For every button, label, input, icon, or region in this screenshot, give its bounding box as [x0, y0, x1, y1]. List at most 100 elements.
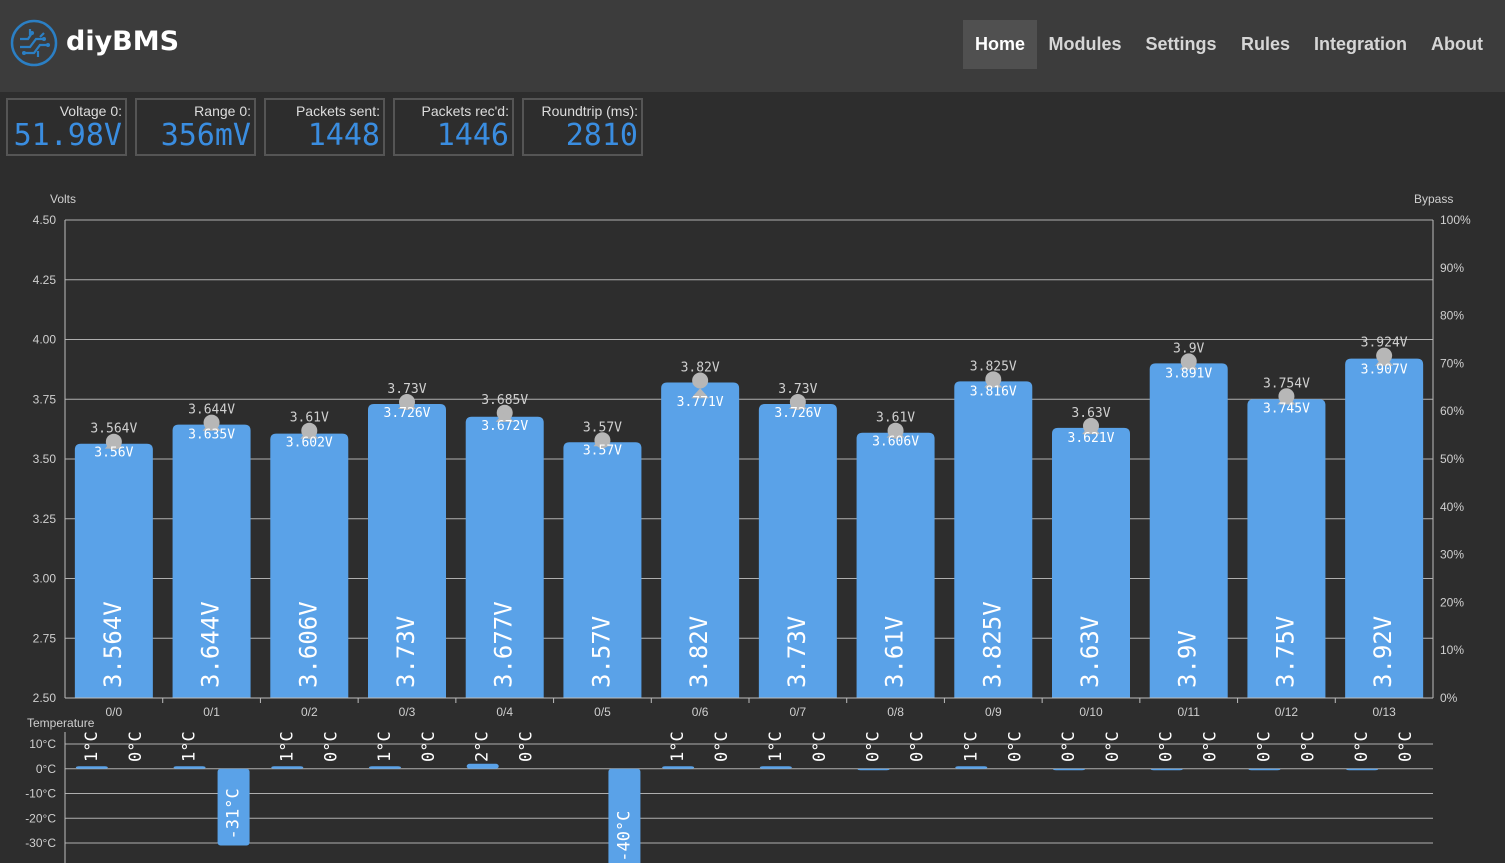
temp-internal-label: 1°C [180, 731, 200, 762]
y2-tick-label: 100% [1440, 213, 1471, 227]
temp-external-label: 0°C [712, 731, 732, 762]
voltage-bar [856, 432, 935, 698]
voltage-bar [74, 443, 153, 698]
temp-internal-bar [1053, 768, 1085, 771]
category-label: 0/9 [985, 705, 1002, 719]
min-value-label: 3.745V [1263, 401, 1310, 416]
bar-value-label: 3.73V [783, 616, 811, 688]
min-value-label: 3.726V [384, 406, 431, 421]
bar-value-label: 3.677V [490, 601, 518, 688]
y2-tick-label: 20% [1440, 595, 1464, 609]
category-label: 0/1 [203, 705, 220, 719]
bar-value-label: 3.9V [1174, 630, 1202, 688]
nav-integration[interactable]: Integration [1314, 34, 1407, 54]
category-label: 0/11 [1177, 705, 1200, 719]
temp-external-label: 0°C [810, 731, 830, 762]
min-marker [1277, 394, 1296, 405]
max-value-label: 3.61V [290, 411, 329, 426]
temp-internal-bar [1248, 768, 1281, 771]
min-marker [886, 427, 905, 438]
stat-packets-sent: Packets sent: 1448 [264, 98, 385, 156]
max-value-label: 3.82V [681, 361, 720, 376]
bar-value-label: 3.63V [1076, 616, 1104, 688]
stat-packets-received: Packets rec'd: 1446 [393, 98, 514, 156]
category-label: 0/5 [594, 705, 611, 719]
voltage-bar [661, 382, 740, 698]
temp-tick-label: -10°C [25, 787, 56, 801]
min-value-label: 3.726V [774, 406, 821, 421]
max-value-label: 3.644V [188, 403, 235, 418]
category-label: 0/10 [1079, 705, 1103, 719]
temp-internal-label: 1°C [375, 731, 395, 762]
temp-external-label: -40°C [614, 811, 634, 862]
nav-home[interactable]: Home [963, 20, 1037, 69]
bar-value-label: 3.825V [978, 601, 1006, 688]
temp-internal-label: 0°C [1254, 731, 1274, 762]
max-value-label: 3.564V [90, 422, 137, 437]
max-marker [692, 372, 709, 389]
temp-external-label: 0°C [1103, 731, 1123, 762]
nav-rules[interactable]: Rules [1240, 34, 1291, 54]
temp-external-label: 0°C [1201, 731, 1221, 762]
voltage-bar [1247, 399, 1326, 698]
nav-modules[interactable]: Modules [1048, 34, 1122, 54]
min-value-label: 3.672V [481, 419, 528, 434]
y2-tick-label: 60% [1440, 404, 1464, 418]
max-value-label: 3.685V [481, 393, 528, 408]
temp-external-bar [217, 768, 250, 846]
temp-internal-label: 1°C [277, 731, 297, 762]
voltage-bar [1052, 427, 1130, 698]
stat-label: Voltage 0: [59, 103, 122, 119]
voltage-bar [1149, 363, 1228, 698]
min-value-label: 3.816V [970, 384, 1017, 399]
category-label: 0/13 [1372, 705, 1396, 719]
stat-value: 1448 [307, 118, 380, 153]
nav-settings[interactable]: Settings [1145, 34, 1217, 54]
min-marker [398, 398, 416, 409]
stat-value: 51.98V [13, 118, 122, 153]
stat-label: Packets rec'd: [421, 103, 510, 119]
min-value-label: 3.621V [1068, 431, 1115, 446]
y-tick-label: 2.50 [33, 691, 57, 705]
nav-about[interactable]: About [1431, 34, 1483, 54]
y-tick-label: 3.50 [33, 452, 57, 466]
min-value-label: 3.771V [677, 395, 724, 410]
min-marker [104, 438, 123, 449]
temp-internal-bar [662, 766, 695, 769]
min-value-label: 3.891V [1165, 367, 1212, 382]
voltage-bar [465, 416, 544, 698]
temp-internal-label: 1°C [668, 731, 688, 762]
max-value-label: 3.61V [876, 411, 915, 426]
y2-tick-label: 50% [1440, 452, 1464, 466]
y-tick-label: 4.25 [33, 273, 57, 287]
temp-external-label: 0°C [419, 731, 439, 762]
stat-label: Range 0: [194, 103, 251, 119]
bar-value-label: 3.92V [1369, 616, 1397, 688]
temp-external-label: 0°C [908, 731, 928, 762]
temp-internal-bar [466, 763, 499, 769]
bar-value-label: 3.606V [294, 601, 322, 688]
y-tick-label: 3.00 [33, 572, 57, 586]
max-value-label: 3.825V [970, 359, 1017, 374]
min-marker [593, 436, 612, 447]
voltage-bar [954, 381, 1033, 698]
stat-value: 1446 [436, 118, 509, 153]
category-label: 0/7 [790, 705, 807, 719]
max-value-label: 3.754V [1263, 376, 1310, 391]
max-value-label: 3.73V [387, 382, 426, 397]
y2-tick-label: 70% [1440, 356, 1464, 370]
min-marker [691, 388, 710, 399]
voltage-bar [270, 433, 349, 698]
min-marker [202, 420, 221, 431]
y-tick-label: 4.50 [33, 213, 57, 227]
voltage-bar [758, 404, 837, 698]
category-label: 0/2 [301, 705, 318, 719]
min-marker [300, 428, 319, 439]
max-value-label: 3.73V [778, 382, 817, 397]
temp-internal-bar [759, 766, 792, 769]
top-navbar: diyBMS Home Modules Settings Rules Integ… [0, 0, 1505, 92]
min-marker [984, 377, 1003, 388]
temp-internal-bar [369, 766, 401, 769]
min-marker [1375, 355, 1394, 366]
temp-tick-label: -30°C [25, 836, 56, 850]
